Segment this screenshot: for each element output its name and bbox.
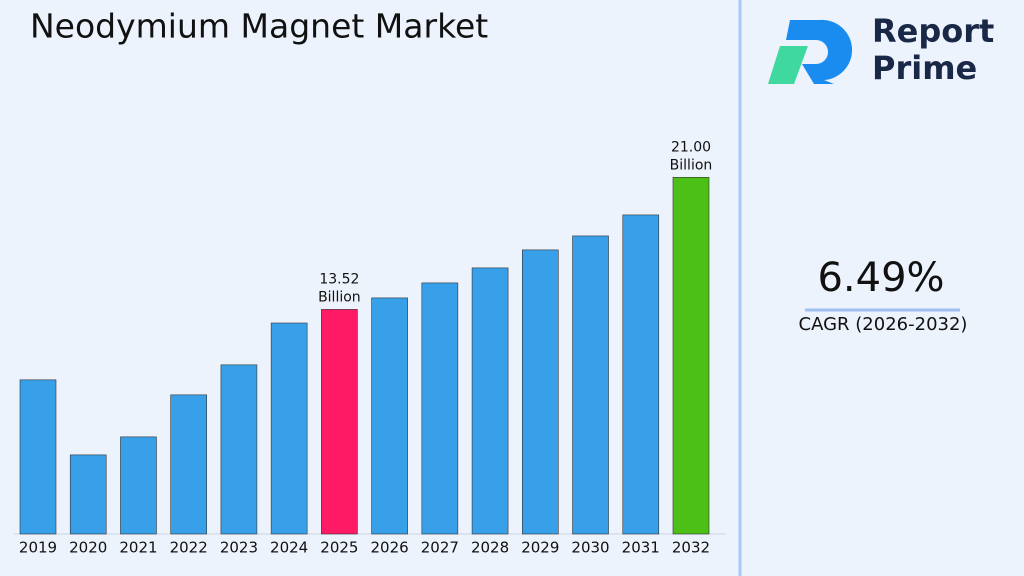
x-tick-label: 2032 (672, 539, 710, 557)
bar (220, 364, 258, 535)
bar (421, 282, 459, 535)
chart-title: Neodymium Magnet Market (30, 7, 488, 46)
x-tick-label: 2020 (69, 539, 107, 557)
bar (572, 235, 609, 535)
x-tick-label: 2029 (521, 539, 559, 557)
cagr-value: 6.49% (817, 255, 944, 301)
data-label: 21.00 Billion (670, 139, 713, 173)
bar (170, 394, 207, 535)
bar (672, 177, 710, 535)
bar (622, 214, 660, 535)
bar (471, 267, 509, 535)
x-tick-label: 2021 (119, 539, 157, 557)
x-tick-label: 2031 (622, 539, 660, 557)
bar (321, 309, 358, 535)
logo-shape (786, 19, 853, 84)
cagr-label: CAGR (2026-2032) (799, 314, 968, 335)
x-tick-label: 2028 (471, 539, 509, 557)
logo-shape (768, 46, 808, 84)
bar (69, 454, 107, 535)
logo-text: Prime (872, 49, 977, 87)
bar (371, 297, 408, 535)
bar (19, 379, 57, 535)
logo-text: Report (872, 12, 994, 50)
bar (120, 436, 157, 535)
x-tick-label: 2019 (19, 539, 57, 557)
data-label: 13.52 Billion (318, 271, 361, 305)
x-tick-label: 2023 (220, 539, 258, 557)
bar (270, 322, 308, 535)
x-tick-label: 2030 (571, 539, 609, 557)
x-tick-label: 2025 (320, 539, 358, 557)
x-tick-label: 2027 (421, 539, 459, 557)
x-tick-label: 2024 (270, 539, 308, 557)
bar (521, 249, 559, 535)
logo: Report Prime (768, 12, 994, 87)
x-tick-label: 2026 (371, 539, 409, 557)
x-tick-label: 2022 (170, 539, 208, 557)
